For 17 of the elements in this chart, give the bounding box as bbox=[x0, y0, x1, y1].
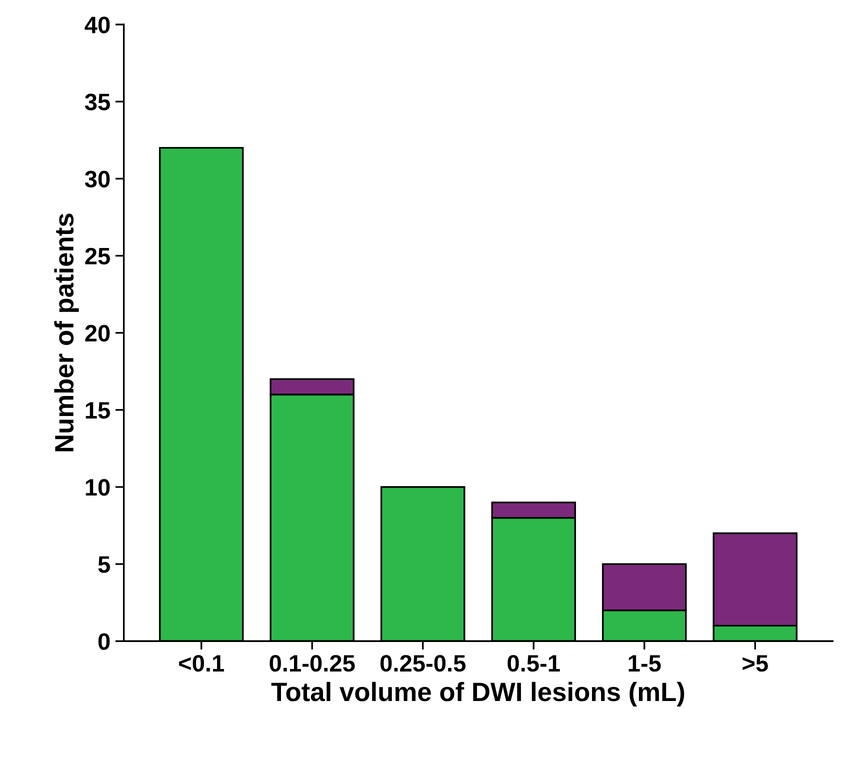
x-tick-label: 1-5 bbox=[628, 655, 661, 672]
y-tick-label: 35 bbox=[84, 94, 110, 110]
x-tick-label: <0.1 bbox=[179, 654, 224, 672]
x-axis-title: Total volume of DWI lesions (mL) bbox=[271, 682, 684, 706]
x-tick-label: 0.25-0.5 bbox=[380, 654, 466, 672]
y-tick-label: 25 bbox=[85, 248, 110, 265]
y-tick-label: 15 bbox=[86, 402, 110, 419]
x-tick-label: >5 bbox=[742, 655, 768, 672]
y-tick-label: 10 bbox=[86, 479, 110, 496]
x-tick-label: 0.1-0.25 bbox=[270, 654, 355, 672]
y-tick-label: 20 bbox=[85, 324, 110, 342]
y-axis-title: Number of patients bbox=[54, 214, 79, 452]
x-tick-label: 0.5-1 bbox=[508, 654, 560, 672]
y-tick-label: 30 bbox=[84, 170, 110, 188]
y-tick-label: 5 bbox=[98, 556, 110, 573]
y-tick-label: 0 bbox=[98, 633, 110, 650]
y-tick-label: 40 bbox=[84, 16, 110, 34]
